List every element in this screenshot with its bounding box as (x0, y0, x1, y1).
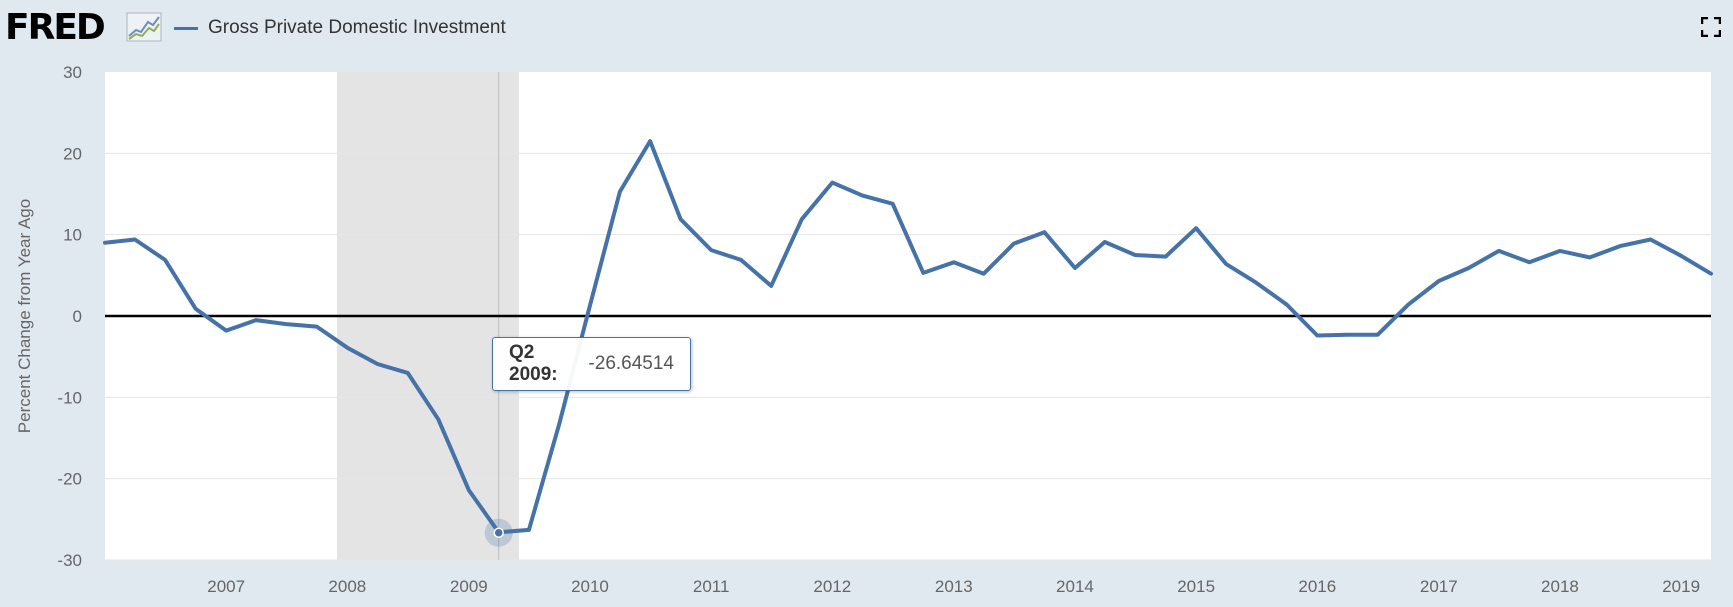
y-tick-label: -10 (57, 388, 82, 407)
series-gross-private-domestic-investment[interactable] (103, 139, 1713, 535)
fred-logo[interactable]: FRED (5, 7, 106, 48)
y-tick-label: 10 (63, 226, 82, 245)
fullscreen-icon[interactable] (1701, 17, 1721, 37)
y-tick-label: -30 (57, 551, 82, 570)
x-tick-label: 2018 (1541, 577, 1579, 596)
y-tick-label: -20 (57, 470, 82, 489)
x-tick-label: 2008 (328, 577, 366, 596)
chart-legend[interactable]: Gross Private Domestic Investment (174, 16, 506, 40)
highlight-point (493, 527, 504, 538)
legend-label: Gross Private Domestic Investment (208, 17, 506, 38)
x-tick-label: 2012 (813, 577, 851, 596)
x-tick-label: 2013 (935, 577, 973, 596)
legend-swatch (174, 26, 198, 30)
y-tick-label: 0 (73, 307, 82, 326)
tooltip-value: -26.64514 (588, 353, 674, 374)
x-tick-label: 2009 (450, 577, 488, 596)
x-tick-label: 2010 (571, 577, 609, 596)
series-line[interactable] (103, 139, 1713, 535)
chart-header: FRED Gross Private Domestic Investment (0, 0, 1733, 60)
x-tick-label: 2019 (1662, 577, 1700, 596)
highlight-marker[interactable] (484, 518, 513, 547)
x-tick-label: 2016 (1298, 577, 1336, 596)
y-axis-label: Percent Change from Year Ago (15, 199, 34, 433)
x-tick-label: 2014 (1056, 577, 1094, 596)
x-axis-tick-labels: 2007 2008 2009 2010 2011 2012 2013 2014 2015 2016… (207, 577, 1700, 596)
tooltip: Q2 2009: -26.64514 (492, 337, 691, 391)
x-tick-label: 2015 (1177, 577, 1215, 596)
y-tick-label: 30 (63, 63, 82, 82)
y-gridlines (105, 152, 1711, 561)
x-tick-label: 2007 (207, 577, 245, 596)
x-tick-label: 2017 (1420, 577, 1458, 596)
fred-graph-icon (126, 12, 162, 42)
x-tick-label: 2011 (693, 577, 730, 596)
y-tick-label: 20 (63, 144, 82, 163)
y-axis-tick-labels: -30 -20 -10 0 10 20 30 (57, 63, 82, 570)
tooltip-label: Q2 2009: (509, 342, 558, 385)
